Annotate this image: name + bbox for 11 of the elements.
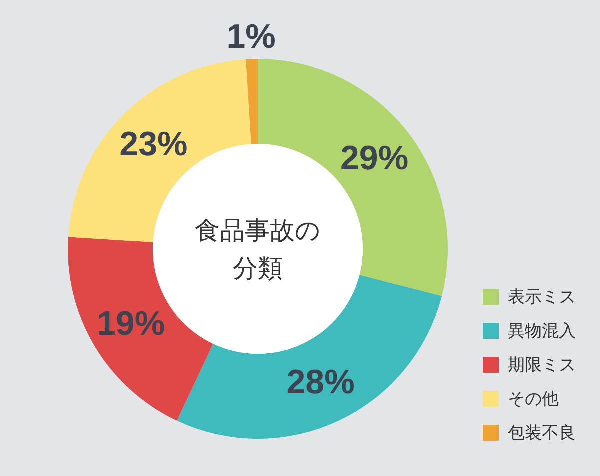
legend-label: 包装不良 [508, 424, 576, 442]
legend-label: 表示ミス [508, 288, 576, 306]
data-label: 23% [120, 126, 188, 164]
legend-label: 期限ミス [508, 356, 576, 374]
legend-label: 異物混入 [508, 322, 576, 340]
data-label: 19% [97, 305, 166, 344]
text: 食品事故の分類 [195, 217, 321, 283]
data-label: 28% [286, 363, 355, 402]
legend-label: その他 [508, 390, 559, 408]
data-label: 1% [226, 18, 276, 56]
data-label: 29% [340, 140, 409, 178]
